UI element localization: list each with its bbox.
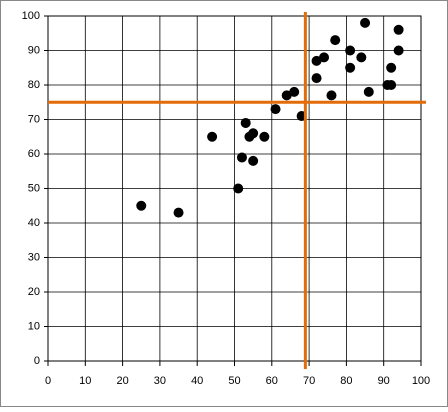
x-tick-label: 100 (412, 375, 430, 387)
x-tick-label: 20 (116, 375, 128, 387)
x-tick-label: 90 (378, 375, 390, 387)
scatter-point (289, 86, 300, 97)
scatter-point (393, 24, 404, 35)
y-tick-label: 40 (28, 217, 40, 229)
scatter-point (233, 183, 244, 194)
x-tick-label: 50 (228, 375, 240, 387)
scatter-point (240, 117, 251, 128)
scatter-point (356, 52, 367, 63)
scatter-point (386, 80, 397, 90)
y-tick-label: 100 (22, 10, 40, 22)
scatter-point (386, 62, 397, 73)
y-tick-label: 70 (28, 113, 40, 125)
scatter-point (248, 155, 259, 166)
scatter-point (345, 45, 356, 56)
x-tick-label: 30 (154, 375, 166, 387)
scatter-point (173, 207, 184, 218)
scatter-point (248, 128, 259, 139)
x-tick-label: 70 (303, 375, 315, 387)
scatter-point (136, 200, 147, 211)
scatter-point (319, 52, 330, 63)
scatter-point (270, 104, 281, 115)
scatter-point (311, 55, 322, 66)
x-tick-label: 60 (266, 375, 278, 387)
x-tick-label: 40 (191, 375, 203, 387)
scatter-point (236, 152, 247, 163)
scatter-point (207, 131, 218, 142)
y-tick-label: 90 (28, 44, 40, 56)
scatter-point (281, 90, 292, 101)
scatter-point (393, 45, 404, 56)
x-tick-label: 10 (79, 375, 91, 387)
y-tick-label: 50 (28, 182, 40, 194)
x-tick-label: 80 (340, 375, 352, 387)
y-tick-label: 10 (28, 320, 40, 332)
x-tick-label: 0 (45, 375, 51, 387)
y-tick-label: 60 (28, 148, 40, 160)
scatter-point (330, 35, 341, 46)
scatter-point (326, 90, 337, 101)
y-tick-label: 0 (34, 355, 40, 367)
y-tick-label: 80 (28, 79, 40, 91)
y-tick-label: 30 (28, 251, 40, 263)
scatter-point (311, 73, 322, 84)
scatter-point (345, 62, 356, 73)
scatter-point (259, 131, 270, 142)
scatter-point (363, 86, 374, 97)
scatter-point (360, 17, 371, 28)
y-tick-label: 20 (28, 286, 40, 298)
